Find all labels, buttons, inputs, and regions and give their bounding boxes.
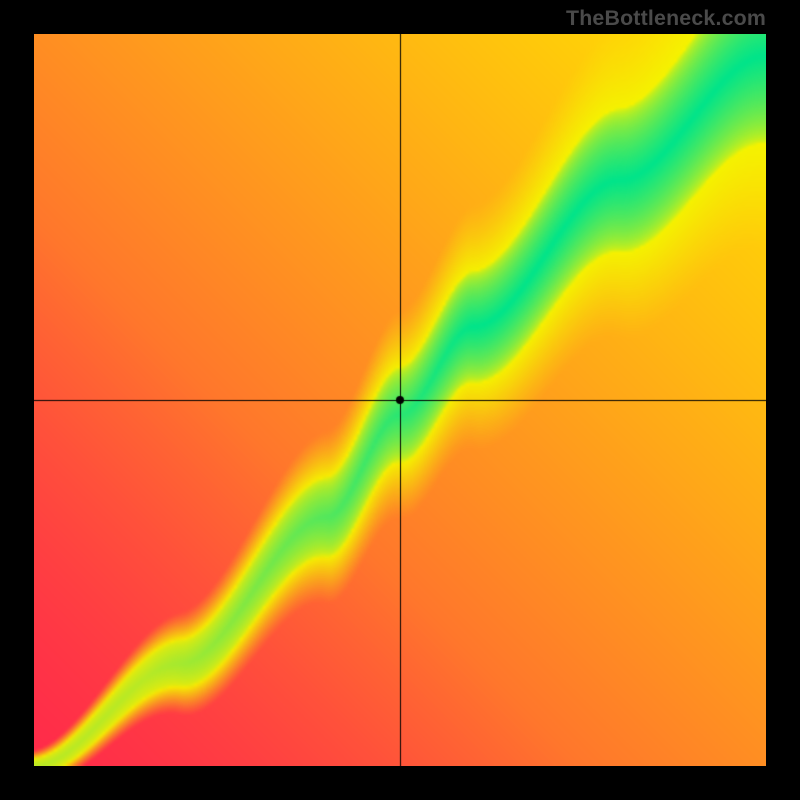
watermark-text: TheBottleneck.com	[566, 6, 766, 31]
heatmap-canvas	[34, 34, 766, 766]
outer-frame: TheBottleneck.com	[0, 0, 800, 800]
heatmap-plot	[34, 34, 766, 766]
